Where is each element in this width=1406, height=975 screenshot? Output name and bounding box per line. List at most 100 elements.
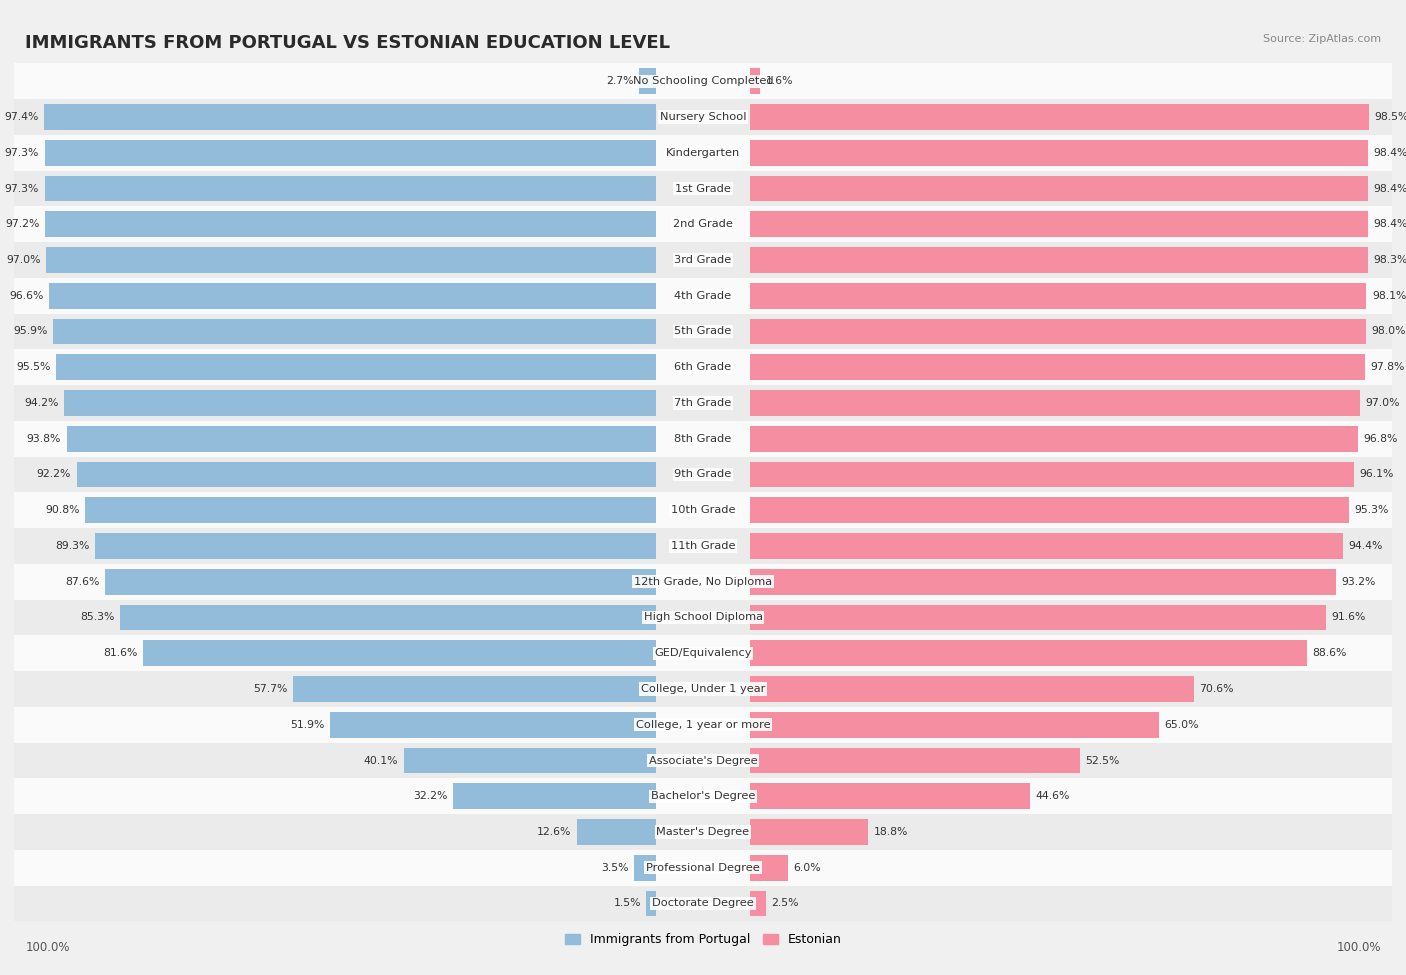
Bar <box>14 314 1392 349</box>
Text: 98.3%: 98.3% <box>1374 255 1406 265</box>
Text: College, Under 1 year: College, Under 1 year <box>641 684 765 694</box>
Text: College, 1 year or more: College, 1 year or more <box>636 720 770 729</box>
Text: 2.7%: 2.7% <box>606 76 633 86</box>
Bar <box>14 385 1392 421</box>
Text: 96.1%: 96.1% <box>1360 470 1393 480</box>
Bar <box>751 855 787 880</box>
Bar <box>14 63 1392 99</box>
Bar <box>751 641 1306 666</box>
Bar <box>751 104 1369 130</box>
Text: 5th Grade: 5th Grade <box>675 327 731 336</box>
Bar <box>454 783 655 809</box>
Bar <box>751 68 761 95</box>
Bar <box>14 207 1392 242</box>
Bar <box>576 819 655 845</box>
Bar <box>14 456 1392 492</box>
Bar <box>94 533 655 559</box>
Text: 1st Grade: 1st Grade <box>675 183 731 193</box>
Bar <box>46 247 655 273</box>
Text: 2nd Grade: 2nd Grade <box>673 219 733 229</box>
Bar <box>45 139 655 166</box>
Bar <box>751 819 869 845</box>
Bar <box>14 135 1392 171</box>
Text: 44.6%: 44.6% <box>1036 792 1070 801</box>
Text: 89.3%: 89.3% <box>55 541 90 551</box>
Text: 70.6%: 70.6% <box>1199 684 1233 694</box>
Text: Associate's Degree: Associate's Degree <box>648 756 758 765</box>
Bar <box>14 528 1392 564</box>
Bar <box>14 99 1392 135</box>
Text: 97.8%: 97.8% <box>1369 363 1405 372</box>
Text: Source: ZipAtlas.com: Source: ZipAtlas.com <box>1263 34 1381 44</box>
Text: 85.3%: 85.3% <box>80 612 114 622</box>
Bar <box>294 676 655 702</box>
Bar <box>86 497 655 524</box>
Text: High School Diploma: High School Diploma <box>644 612 762 622</box>
Text: 94.2%: 94.2% <box>24 398 59 408</box>
Text: 4th Grade: 4th Grade <box>675 291 731 300</box>
Text: 97.2%: 97.2% <box>6 219 39 229</box>
Text: 2.5%: 2.5% <box>772 899 799 909</box>
Bar <box>751 890 766 916</box>
Bar <box>14 850 1392 885</box>
Bar <box>751 712 1159 738</box>
Bar <box>76 461 655 488</box>
Text: 88.6%: 88.6% <box>1312 648 1347 658</box>
Text: 12th Grade, No Diploma: 12th Grade, No Diploma <box>634 577 772 587</box>
Bar <box>56 354 655 380</box>
Text: 93.8%: 93.8% <box>27 434 60 444</box>
Text: 93.2%: 93.2% <box>1341 577 1375 587</box>
Text: 100.0%: 100.0% <box>1336 941 1381 954</box>
Bar <box>53 319 655 344</box>
Text: Nursery School: Nursery School <box>659 112 747 122</box>
Text: 95.5%: 95.5% <box>15 363 51 372</box>
Text: 11th Grade: 11th Grade <box>671 541 735 551</box>
Text: Doctorate Degree: Doctorate Degree <box>652 899 754 909</box>
Bar <box>45 176 655 202</box>
Bar <box>143 641 655 666</box>
Text: 10th Grade: 10th Grade <box>671 505 735 515</box>
Text: 97.4%: 97.4% <box>4 112 38 122</box>
Text: 100.0%: 100.0% <box>25 941 70 954</box>
Text: 12.6%: 12.6% <box>537 827 571 837</box>
Text: 97.3%: 97.3% <box>4 148 39 158</box>
Bar <box>14 171 1392 207</box>
Text: No Schooling Completed: No Schooling Completed <box>633 76 773 86</box>
Bar <box>751 676 1194 702</box>
Bar <box>638 68 655 95</box>
Text: 8th Grade: 8th Grade <box>675 434 731 444</box>
Bar <box>65 390 655 416</box>
Bar <box>14 600 1392 636</box>
Text: 95.9%: 95.9% <box>14 327 48 336</box>
Text: 81.6%: 81.6% <box>104 648 138 658</box>
Bar <box>105 568 655 595</box>
Bar <box>44 104 655 130</box>
Bar <box>751 748 1080 773</box>
Bar <box>751 604 1326 631</box>
Bar <box>751 319 1365 344</box>
Text: GED/Equivalency: GED/Equivalency <box>654 648 752 658</box>
Bar <box>330 712 655 738</box>
Text: 7th Grade: 7th Grade <box>675 398 731 408</box>
Text: 98.0%: 98.0% <box>1371 327 1406 336</box>
Text: 3.5%: 3.5% <box>600 863 628 873</box>
Bar <box>751 783 1031 809</box>
Bar <box>14 278 1392 314</box>
Text: 98.5%: 98.5% <box>1375 112 1406 122</box>
Bar <box>49 283 655 309</box>
Bar <box>14 814 1392 850</box>
Bar <box>751 461 1354 488</box>
Text: 95.3%: 95.3% <box>1354 505 1389 515</box>
Bar <box>120 604 655 631</box>
Bar <box>751 212 1368 237</box>
Text: 51.9%: 51.9% <box>290 720 325 729</box>
Bar <box>634 855 655 880</box>
Text: 32.2%: 32.2% <box>413 792 449 801</box>
Bar <box>14 564 1392 600</box>
Text: 94.4%: 94.4% <box>1348 541 1384 551</box>
Bar <box>751 176 1368 202</box>
Text: 90.8%: 90.8% <box>45 505 80 515</box>
Bar <box>45 212 655 237</box>
Bar <box>14 707 1392 743</box>
Legend: Immigrants from Portugal, Estonian: Immigrants from Portugal, Estonian <box>560 928 846 952</box>
